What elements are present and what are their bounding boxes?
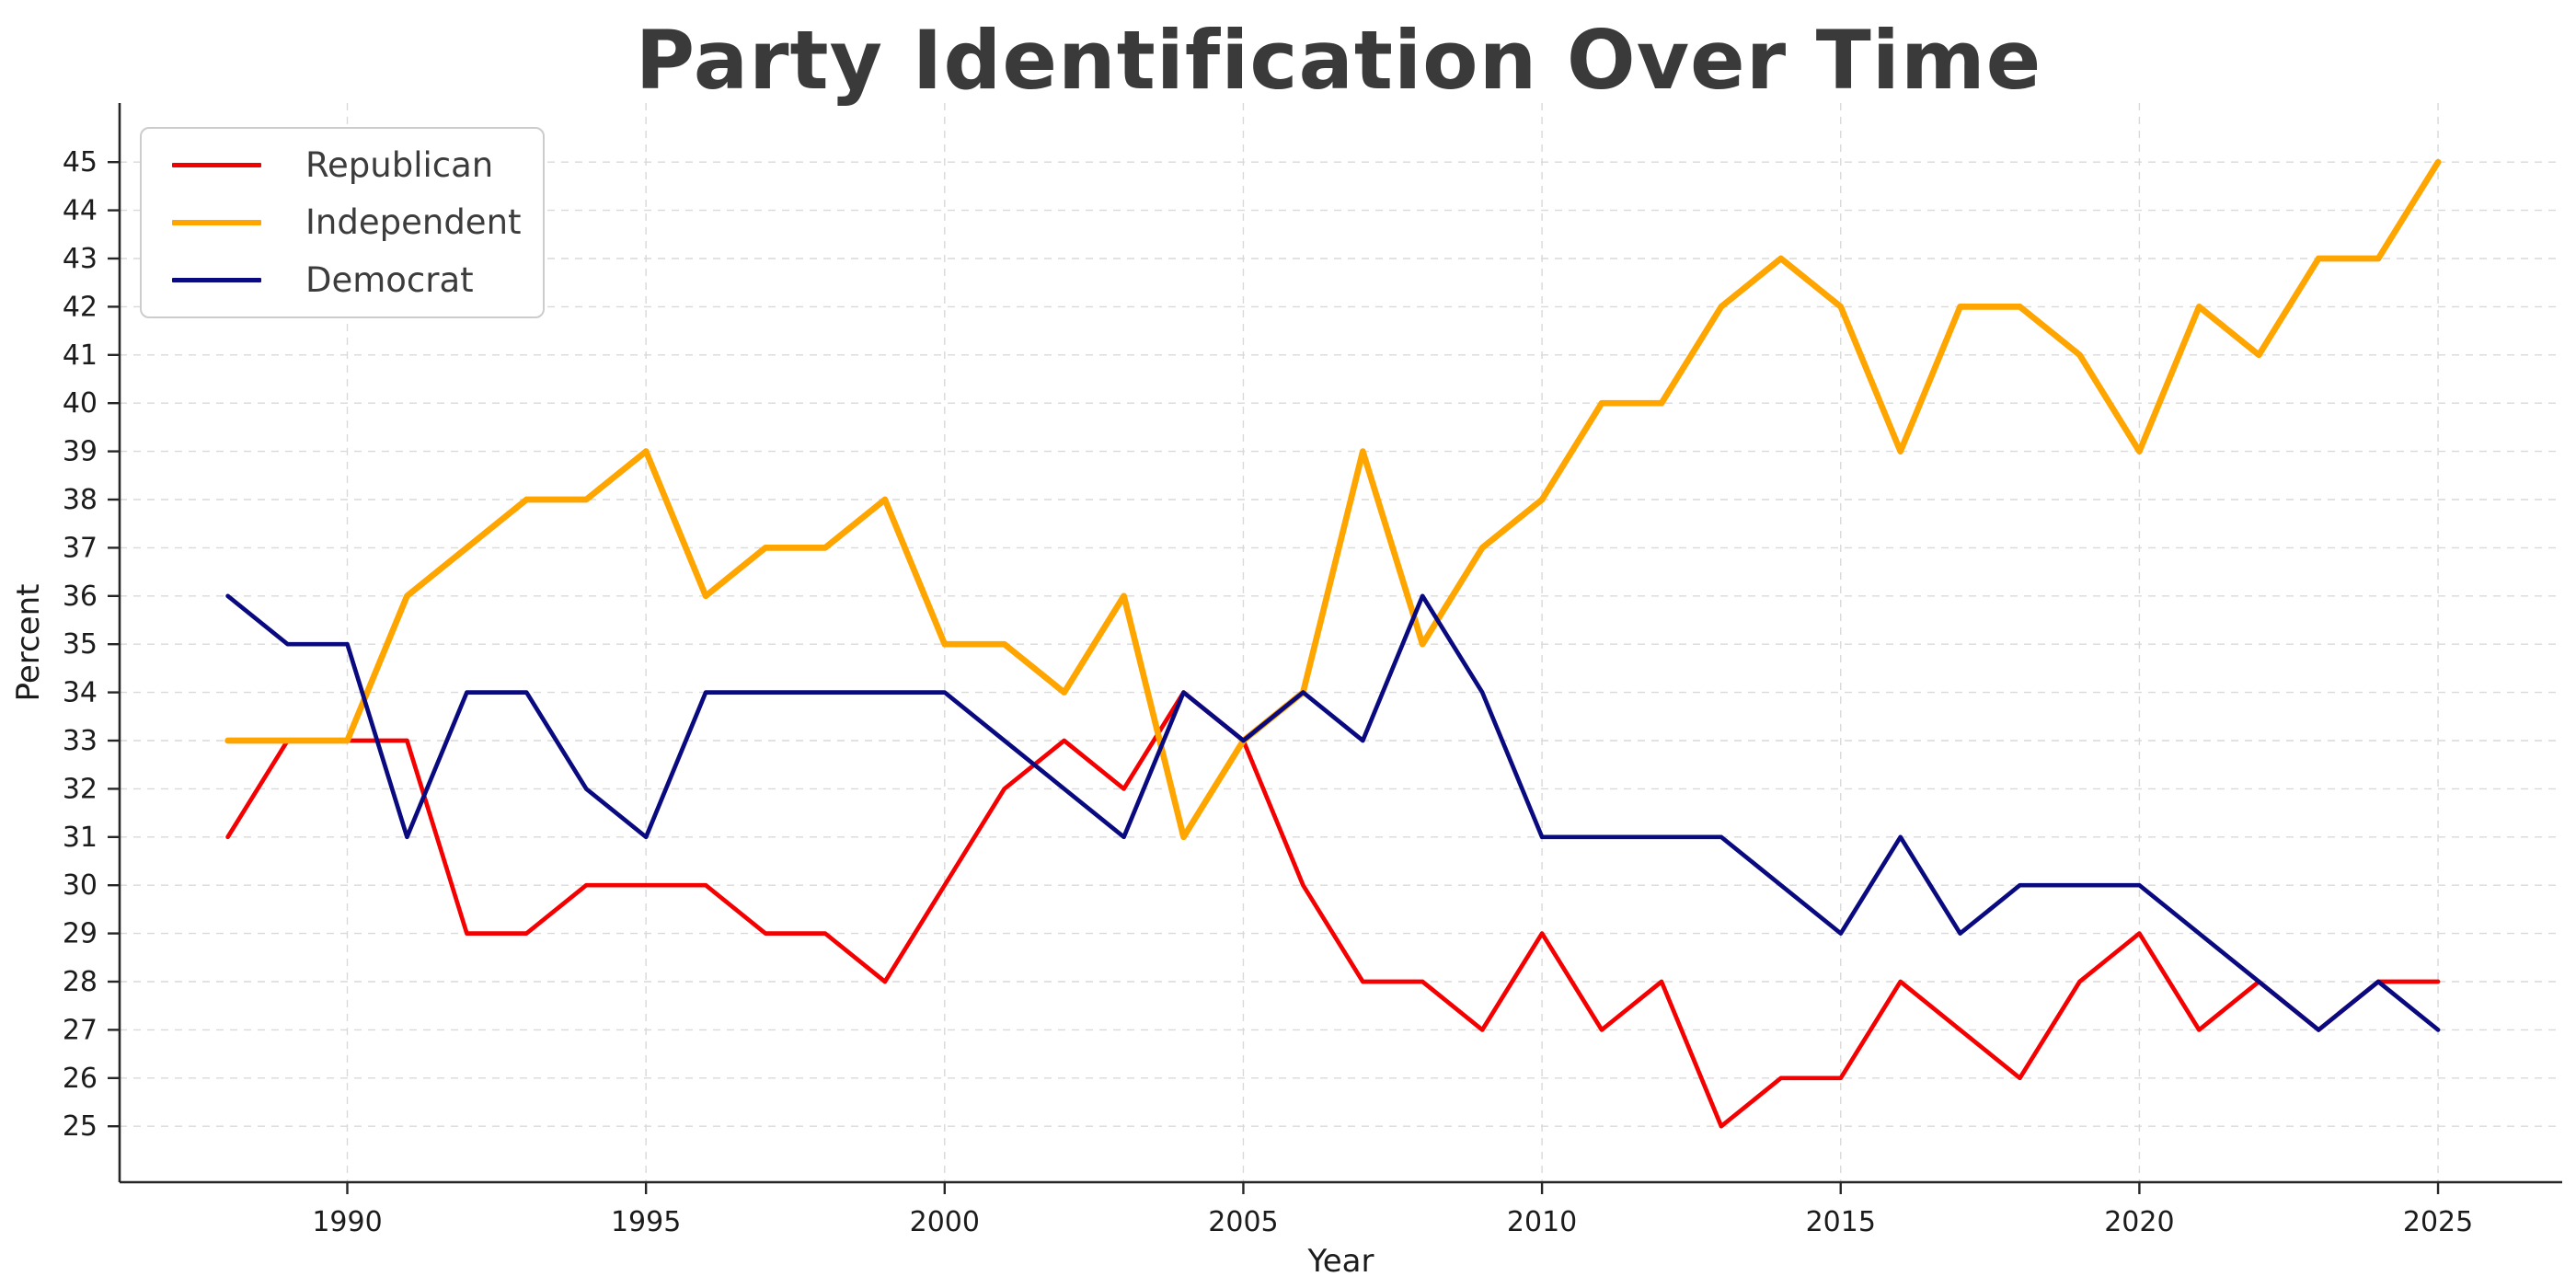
x-tick-label: 2015 <box>1806 1206 1876 1238</box>
y-tick-label: 44 <box>63 195 98 227</box>
chart-title: Party Identification Over Time <box>635 13 2042 108</box>
y-tick-label: 26 <box>63 1063 98 1095</box>
legend-label-republican: Republican <box>305 144 494 185</box>
y-tick-label: 42 <box>63 291 98 323</box>
legend-swatch-democrat <box>172 278 261 282</box>
y-tick-label: 32 <box>63 773 98 805</box>
y-tick-label: 39 <box>63 436 98 468</box>
legend-item-democrat: Democrat <box>142 255 543 306</box>
y-tick-label: 45 <box>63 146 98 178</box>
y-tick-label: 25 <box>63 1110 98 1143</box>
y-tick-label: 30 <box>63 869 98 902</box>
y-tick-label: 34 <box>63 677 98 709</box>
y-tick-labels: 25 26 27 28 29 30 31 32 33 34 35 36 37 38 39 40 41 42 43 44… <box>63 146 98 1143</box>
legend-swatch-republican <box>172 162 261 167</box>
legend-label-independent: Independent <box>305 202 522 243</box>
y-tick-label: 41 <box>63 339 98 372</box>
x-tick-labels: 1990 1995 2000 2005 2010 2015 2020 2025 <box>312 1206 2473 1238</box>
x-tick-label: 2000 <box>910 1206 980 1238</box>
y-tick-label: 43 <box>63 243 98 275</box>
y-tick-label: 38 <box>63 484 98 516</box>
axes-spines <box>118 103 2562 1184</box>
y-tick-label: 27 <box>63 1014 98 1046</box>
y-tick-label: 31 <box>63 822 98 854</box>
y-tick-label: 29 <box>63 918 98 950</box>
legend-swatch-independent <box>172 219 261 226</box>
x-tick-label: 1990 <box>312 1206 382 1238</box>
x-axis-label: Year <box>1307 1243 1374 1280</box>
series-line-democrat <box>225 593 2441 1032</box>
series-line-independent <box>224 158 2442 841</box>
x-tick-label: 2025 <box>2403 1206 2473 1238</box>
x-tick-label: 2005 <box>1208 1206 1278 1238</box>
x-tick-label: 2020 <box>2104 1206 2174 1238</box>
tick-marks <box>108 160 2440 1194</box>
x-tick-label: 1995 <box>611 1206 681 1238</box>
y-tick-label: 36 <box>63 581 98 613</box>
y-axis-label: Percent <box>10 584 47 702</box>
y-tick-label: 28 <box>63 966 98 998</box>
y-tick-label: 35 <box>63 628 98 661</box>
legend-label-democrat: Democrat <box>305 260 474 301</box>
y-tick-label: 40 <box>63 387 98 420</box>
legend-item-independent: Independent <box>142 197 543 248</box>
y-tick-label: 33 <box>63 725 98 757</box>
legend: Republican Independent Democrat <box>140 127 545 318</box>
legend-item-republican: Republican <box>142 139 543 190</box>
y-tick-label: 37 <box>63 532 98 564</box>
series-line-republican <box>225 690 2441 1129</box>
x-tick-label: 2010 <box>1507 1206 1577 1238</box>
gridlines <box>120 103 2562 1182</box>
